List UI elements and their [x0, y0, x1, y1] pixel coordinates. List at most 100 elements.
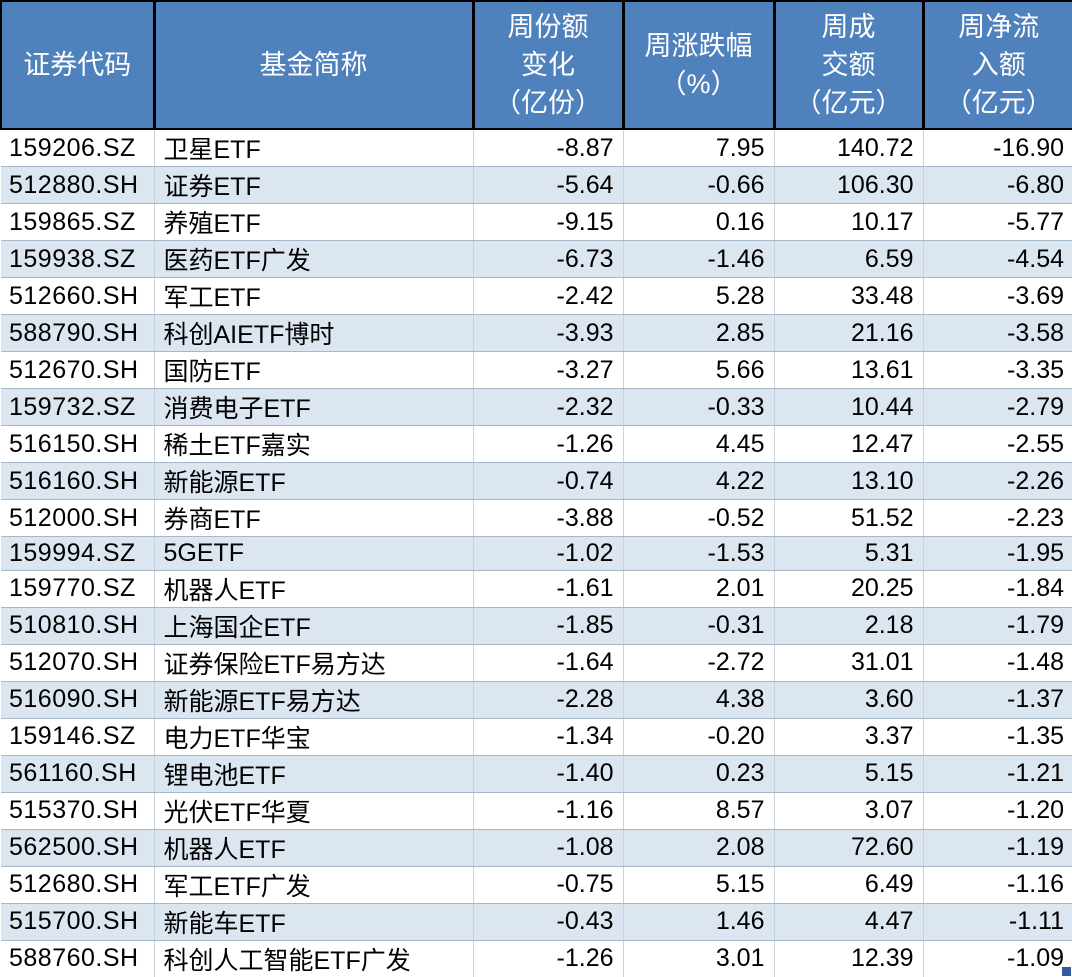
header-weekly-turnover[interactable]: 周成 交额 （亿元）	[774, 0, 925, 130]
turnover-cell[interactable]: 5.15	[774, 755, 924, 793]
pct-change-cell[interactable]: 0.16	[623, 203, 775, 241]
fund-name-cell[interactable]: 医药ETF广发	[154, 240, 474, 278]
security-code-cell[interactable]: 512070.SH	[1, 644, 155, 682]
share-change-cell[interactable]: -2.28	[473, 681, 624, 719]
fund-name-cell[interactable]: 军工ETF广发	[154, 866, 474, 904]
fund-name-cell[interactable]: 科创人工智能ETF广发	[154, 940, 474, 977]
turnover-cell[interactable]: 3.07	[774, 792, 924, 830]
share-change-cell[interactable]: -0.75	[473, 866, 624, 904]
net-inflow-cell[interactable]: -1.16	[923, 866, 1072, 904]
net-inflow-cell[interactable]: -1.09	[923, 940, 1072, 977]
pct-change-cell[interactable]: 2.85	[623, 314, 775, 352]
net-inflow-cell[interactable]: -1.37	[923, 681, 1072, 719]
security-code-cell[interactable]: 516090.SH	[1, 681, 155, 719]
fund-name-cell[interactable]: 上海国企ETF	[154, 607, 474, 645]
net-inflow-cell[interactable]: -3.69	[923, 277, 1072, 315]
turnover-cell[interactable]: 10.17	[774, 203, 924, 241]
share-change-cell[interactable]: -1.40	[473, 755, 624, 793]
turnover-cell[interactable]: 140.72	[774, 129, 924, 167]
header-weekly-share-change[interactable]: 周份额 变化 （亿份）	[473, 0, 625, 130]
share-change-cell[interactable]: -9.15	[473, 203, 624, 241]
pct-change-cell[interactable]: -0.20	[623, 718, 775, 756]
security-code-cell[interactable]: 561160.SH	[1, 755, 155, 793]
fund-name-cell[interactable]: 养殖ETF	[154, 203, 474, 241]
security-code-cell[interactable]: 515370.SH	[1, 792, 155, 830]
turnover-cell[interactable]: 31.01	[774, 644, 924, 682]
pct-change-cell[interactable]: 2.01	[623, 570, 775, 608]
turnover-cell[interactable]: 12.47	[774, 425, 924, 463]
security-code-cell[interactable]: 516150.SH	[1, 425, 155, 463]
header-weekly-pct-change[interactable]: 周涨跌幅 （%）	[623, 0, 776, 130]
security-code-cell[interactable]: 512660.SH	[1, 277, 155, 315]
fund-name-cell[interactable]: 证券ETF	[154, 166, 474, 204]
fund-name-cell[interactable]: 证券保险ETF易方达	[154, 644, 474, 682]
turnover-cell[interactable]: 106.30	[774, 166, 924, 204]
fund-name-cell[interactable]: 锂电池ETF	[154, 755, 474, 793]
net-inflow-cell[interactable]: -1.11	[923, 903, 1072, 941]
pct-change-cell[interactable]: 3.01	[623, 940, 775, 977]
net-inflow-cell[interactable]: -1.84	[923, 570, 1072, 608]
security-code-cell[interactable]: 159865.SZ	[1, 203, 155, 241]
fund-name-cell[interactable]: 新能车ETF	[154, 903, 474, 941]
share-change-cell[interactable]: -1.26	[473, 940, 624, 977]
pct-change-cell[interactable]: 5.66	[623, 351, 775, 389]
share-change-cell[interactable]: -3.27	[473, 351, 624, 389]
fund-name-cell[interactable]: 机器人ETF	[154, 570, 474, 608]
pct-change-cell[interactable]: 4.38	[623, 681, 775, 719]
turnover-cell[interactable]: 3.60	[774, 681, 924, 719]
net-inflow-cell[interactable]: -1.20	[923, 792, 1072, 830]
turnover-cell[interactable]: 4.47	[774, 903, 924, 941]
pct-change-cell[interactable]: 8.57	[623, 792, 775, 830]
turnover-cell[interactable]: 13.10	[774, 462, 924, 500]
turnover-cell[interactable]: 20.25	[774, 570, 924, 608]
net-inflow-cell[interactable]: -1.95	[923, 536, 1072, 571]
pct-change-cell[interactable]: -1.53	[623, 536, 775, 571]
net-inflow-cell[interactable]: -2.23	[923, 499, 1072, 537]
security-code-cell[interactable]: 588760.SH	[1, 940, 155, 977]
turnover-cell[interactable]: 72.60	[774, 829, 924, 867]
pct-change-cell[interactable]: -0.31	[623, 607, 775, 645]
share-change-cell[interactable]: -1.85	[473, 607, 624, 645]
pct-change-cell[interactable]: -0.66	[623, 166, 775, 204]
security-code-cell[interactable]: 159938.SZ	[1, 240, 155, 278]
fund-name-cell[interactable]: 卫星ETF	[154, 129, 474, 167]
share-change-cell[interactable]: -8.87	[473, 129, 624, 167]
net-inflow-cell[interactable]: -3.58	[923, 314, 1072, 352]
share-change-cell[interactable]: -0.74	[473, 462, 624, 500]
share-change-cell[interactable]: -3.93	[473, 314, 624, 352]
pct-change-cell[interactable]: 0.23	[623, 755, 775, 793]
share-change-cell[interactable]: -6.73	[473, 240, 624, 278]
security-code-cell[interactable]: 510810.SH	[1, 607, 155, 645]
fund-name-cell[interactable]: 机器人ETF	[154, 829, 474, 867]
net-inflow-cell[interactable]: -3.35	[923, 351, 1072, 389]
header-weekly-net-inflow[interactable]: 周净流 入额 （亿元）	[923, 0, 1072, 130]
turnover-cell[interactable]: 10.44	[774, 388, 924, 426]
net-inflow-cell[interactable]: -1.79	[923, 607, 1072, 645]
selection-fill-handle-icon[interactable]	[1062, 967, 1071, 976]
security-code-cell[interactable]: 588790.SH	[1, 314, 155, 352]
net-inflow-cell[interactable]: -1.48	[923, 644, 1072, 682]
net-inflow-cell[interactable]: -6.80	[923, 166, 1072, 204]
fund-name-cell[interactable]: 券商ETF	[154, 499, 474, 537]
pct-change-cell[interactable]: -0.52	[623, 499, 775, 537]
turnover-cell[interactable]: 5.31	[774, 536, 924, 571]
security-code-cell[interactable]: 159770.SZ	[1, 570, 155, 608]
share-change-cell[interactable]: -1.61	[473, 570, 624, 608]
net-inflow-cell[interactable]: -2.26	[923, 462, 1072, 500]
net-inflow-cell[interactable]: -2.55	[923, 425, 1072, 463]
header-security-code[interactable]: 证券代码	[0, 0, 156, 130]
turnover-cell[interactable]: 2.18	[774, 607, 924, 645]
security-code-cell[interactable]: 512000.SH	[1, 499, 155, 537]
pct-change-cell[interactable]: -1.46	[623, 240, 775, 278]
net-inflow-cell[interactable]: -16.90	[923, 129, 1072, 167]
pct-change-cell[interactable]: 4.45	[623, 425, 775, 463]
fund-name-cell[interactable]: 科创AIETF博时	[154, 314, 474, 352]
fund-name-cell[interactable]: 消费电子ETF	[154, 388, 474, 426]
pct-change-cell[interactable]: 5.28	[623, 277, 775, 315]
turnover-cell[interactable]: 13.61	[774, 351, 924, 389]
share-change-cell[interactable]: -0.43	[473, 903, 624, 941]
fund-name-cell[interactable]: 新能源ETF易方达	[154, 681, 474, 719]
security-code-cell[interactable]: 515700.SH	[1, 903, 155, 941]
turnover-cell[interactable]: 12.39	[774, 940, 924, 977]
fund-name-cell[interactable]: 新能源ETF	[154, 462, 474, 500]
